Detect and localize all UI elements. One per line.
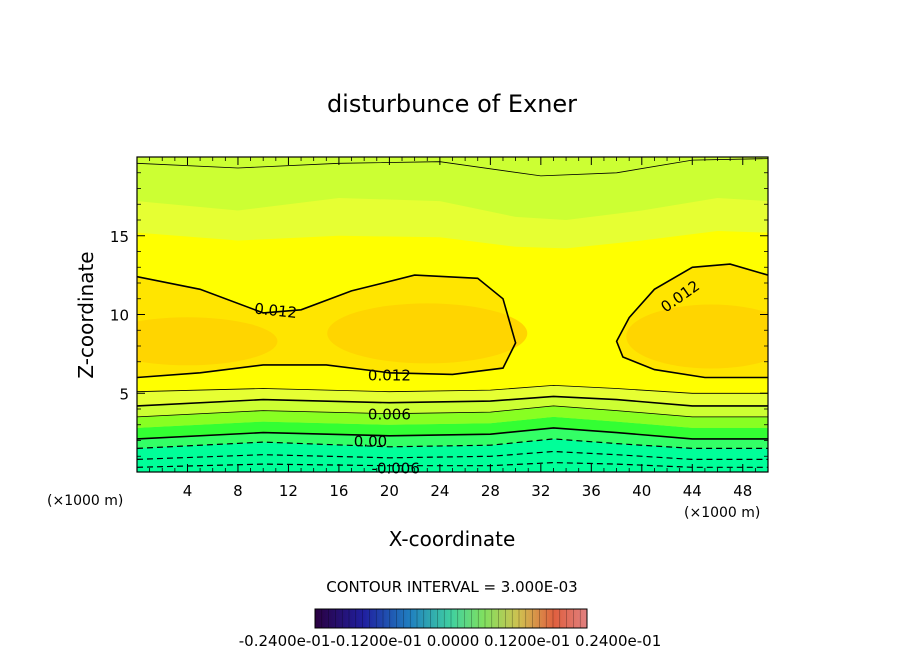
x-tick-label: 36 — [582, 482, 601, 500]
contour-line-0.012-left — [137, 274, 517, 379]
fill-inner-left — [137, 317, 278, 366]
x-tick-label: 16 — [329, 482, 348, 500]
x-tick-label: 28 — [481, 482, 500, 500]
contour-label-group: 0.00 — [354, 433, 387, 451]
y-tick-label: 5 — [119, 385, 129, 403]
contour-label: 0.006 — [368, 406, 411, 424]
plot-area — [137, 157, 768, 472]
x-unit-left: (×1000 m) — [47, 493, 123, 509]
contour-line-0.006 — [137, 395, 768, 407]
contour-label-group: 0.012 — [253, 300, 298, 322]
fill-band-low — [137, 427, 768, 449]
contour-label-group: 0.012 — [368, 366, 411, 384]
x-tick-label: 12 — [279, 482, 298, 500]
x-tick-label: 40 — [632, 482, 651, 500]
colorbar-ticks — [314, 609, 588, 628]
contour-line-0.009 — [137, 384, 768, 394]
contour-label: 0.00 — [354, 433, 387, 451]
fill-inner-mid — [327, 303, 528, 364]
x-tick-label: 8 — [233, 482, 243, 500]
x-tick-label: 48 — [733, 482, 752, 500]
contour-line-minus-0.009 — [137, 461, 768, 468]
fill-band-pale — [137, 385, 768, 406]
contour-label: 0.012 — [368, 366, 411, 384]
y-axis-label: Z-coordinate — [74, 251, 98, 378]
fill-inner-right — [626, 304, 768, 369]
contour-line-0.00 — [137, 427, 768, 440]
x-tick-label: 24 — [430, 482, 449, 500]
contour-label-group: 0.006 — [368, 406, 411, 424]
y-tick-label: 10 — [110, 307, 129, 325]
colorbar-labels: -0.2400e-01-0.1200e-01 0.0000 0.1200e-01… — [239, 632, 661, 650]
x-tick-label: 32 — [531, 482, 550, 500]
chart-title: disturbunce of Exner — [327, 90, 577, 118]
contour-line-minus-0.006 — [137, 450, 768, 460]
x-tick-label: 20 — [380, 482, 399, 500]
x-tick-label: 44 — [683, 482, 702, 500]
x-tick-label: 4 — [183, 482, 193, 500]
contour-line-0.012-right — [615, 263, 768, 379]
contour-line-minus-0.003 — [137, 438, 768, 449]
contour-line-top — [137, 158, 768, 177]
x-unit-right: (×1000 m) — [684, 505, 760, 521]
y-tick-label: 15 — [110, 228, 129, 246]
contour-label: 0.012 — [253, 300, 298, 322]
contour-line-0.003 — [137, 405, 768, 418]
x-axis-label: X-coordinate — [389, 527, 516, 551]
contour-interval: CONTOUR INTERVAL = 3.000E-03 — [326, 578, 577, 596]
fill-band-top-edge — [137, 157, 768, 176]
contour-label: -0.006 — [372, 459, 420, 477]
contour-label-group: -0.006 — [372, 459, 420, 477]
fill-band-yg — [137, 396, 768, 417]
